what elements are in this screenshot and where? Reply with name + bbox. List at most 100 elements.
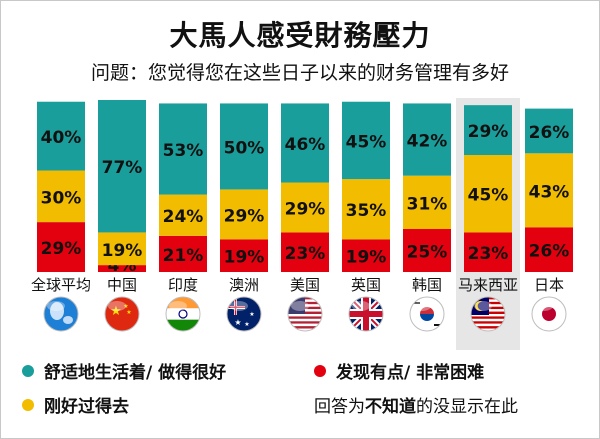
legend-item-ok: 刚好过得去 xyxy=(22,392,129,417)
data-label: 19% xyxy=(102,241,143,261)
bar-group-usa: 23% 29% 46% 美国 xyxy=(281,103,329,332)
bar-segment-bad xyxy=(37,222,85,272)
data-label: 29% xyxy=(224,206,265,226)
legend-item-bad: 发现有点/ 非常困难 xyxy=(314,358,484,383)
category-label: 韩国 xyxy=(412,276,442,294)
bar-segment-bad xyxy=(342,239,390,272)
data-label: 26% xyxy=(529,242,570,262)
bar-segment-bad xyxy=(464,232,512,272)
svg-text:★: ★ xyxy=(244,321,249,328)
uk-flag-icon xyxy=(348,296,384,332)
japan-flag-icon xyxy=(531,296,567,332)
bar-segment-ok xyxy=(464,155,512,233)
category-label: 英国 xyxy=(351,276,381,294)
chart-subtitle: 问题：您觉得您在这些日子以来的财务管理有多好 xyxy=(90,62,509,84)
footnote-prefix: 回答为 xyxy=(314,397,365,417)
bar-segment-bad xyxy=(159,235,207,272)
category-label: 日本 xyxy=(534,276,564,294)
china-flag-icon: ★ ★★ xyxy=(104,296,140,332)
data-label: 29% xyxy=(468,122,509,142)
bar-segment-ok xyxy=(159,194,207,236)
legend-swatch-bad xyxy=(314,364,326,377)
bar-segment-ok xyxy=(403,175,451,229)
data-label: 29% xyxy=(285,200,326,220)
footnote-bold: 不知道 xyxy=(365,397,416,417)
bar-segment-ok xyxy=(281,182,329,233)
data-label: 21% xyxy=(163,246,204,266)
bar-group-japan: 26% 43% 26% 日本 xyxy=(525,108,573,332)
bar-group-china: 4%19%77%中国★ ★★ xyxy=(98,100,146,332)
data-label: 50% xyxy=(224,138,265,158)
chart-title: 大馬人感受財務壓力 xyxy=(169,19,431,52)
bar-segment-good xyxy=(525,108,573,154)
data-label: 24% xyxy=(163,207,204,227)
bar-segment-good xyxy=(281,103,329,183)
bar-segment-bad xyxy=(525,227,573,272)
legend-item-good: 舒适地生活着/ 做得很好 xyxy=(22,358,226,383)
bar-group-australia: 19%29%50%澳洲★★★ xyxy=(220,103,268,332)
bar-segment-good xyxy=(220,103,268,190)
bar-segment-ok xyxy=(98,232,146,266)
bar-segment-good xyxy=(37,101,85,171)
bar-segment-bad xyxy=(403,229,451,272)
data-label: 35% xyxy=(346,201,387,221)
legend-label-good: 舒适地生活着/ 做得很好 xyxy=(44,363,227,383)
bar-segment-ok xyxy=(37,170,85,223)
data-label: 23% xyxy=(285,244,326,264)
bar-segment-good xyxy=(464,105,512,156)
category-label: 美国 xyxy=(290,276,320,294)
bar-group-india: 21% 24% 53% 印度 xyxy=(159,103,207,332)
data-label: 26% xyxy=(529,123,570,143)
legend-label-bad: 发现有点/ 非常困难 xyxy=(336,363,485,383)
data-label: 45% xyxy=(468,186,509,206)
malaysia-flag-icon xyxy=(470,296,506,332)
svg-text:★: ★ xyxy=(234,318,241,327)
legend-swatch-ok xyxy=(22,398,34,411)
data-label: 45% xyxy=(346,132,387,152)
svg-text:★: ★ xyxy=(126,309,131,316)
data-label: 42% xyxy=(407,132,448,152)
globe-flag-icon xyxy=(43,296,79,332)
category-label: 澳洲 xyxy=(229,276,259,294)
data-label: 23% xyxy=(468,244,509,264)
bar-segment-ok xyxy=(342,179,390,240)
category-label: 中国 xyxy=(107,276,137,294)
data-label: 25% xyxy=(407,243,448,263)
data-label: 43% xyxy=(529,182,570,202)
svg-text:★: ★ xyxy=(249,311,254,318)
bar-segment-bad xyxy=(220,239,268,272)
bar-group-malaysia: 23% 45% 29% 马来西亚 xyxy=(456,98,520,350)
legend-label-ok: 刚好过得去 xyxy=(44,397,129,417)
bar-group-korea: 25% 31% 42% 韩国 xyxy=(403,103,451,332)
footnote-suffix: 的没显示在此 xyxy=(416,397,518,417)
data-label: 30% xyxy=(41,188,82,208)
korea-flag-icon xyxy=(409,296,445,332)
australia-flag-icon: ★★★ xyxy=(226,296,262,332)
bar-segment-bad xyxy=(98,265,146,272)
footnote: 回答为不知道的没显示在此 xyxy=(314,392,518,417)
india-flag-icon xyxy=(165,296,201,332)
data-label: 46% xyxy=(285,135,326,155)
data-label: 77% xyxy=(102,158,143,178)
bar-group-uk: 19% 35% 45% 英国 xyxy=(342,101,390,332)
category-label: 全球平均 xyxy=(31,276,91,294)
data-label: 31% xyxy=(407,194,448,214)
data-label: 40% xyxy=(41,128,82,148)
category-label: 印度 xyxy=(168,276,198,294)
usa-flag-icon xyxy=(287,296,323,332)
data-label: 19% xyxy=(224,248,265,268)
category-label: 马来西亚 xyxy=(458,276,518,294)
data-label: 29% xyxy=(41,239,82,259)
bar-segment-ok xyxy=(525,153,573,228)
bar-segment-good xyxy=(403,103,451,176)
bar-segment-good xyxy=(342,101,390,180)
bar-segment-bad xyxy=(281,232,329,272)
bar-segment-good xyxy=(98,100,146,233)
data-label: 19% xyxy=(346,248,387,268)
bar-group-globe: 29% 30% 40% 全球平均 xyxy=(31,101,91,332)
svg-text:★: ★ xyxy=(110,304,122,319)
svg-text:★: ★ xyxy=(123,303,128,310)
bar-segment-ok xyxy=(220,189,268,240)
bar-segment-good xyxy=(159,103,207,195)
